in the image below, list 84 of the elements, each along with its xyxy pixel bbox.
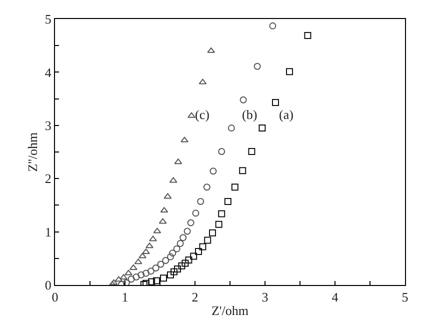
- point: [188, 112, 196, 118]
- point: [157, 260, 164, 268]
- point: [124, 270, 132, 276]
- x-axis-title: Z'/ohm: [211, 303, 249, 318]
- point: [120, 274, 128, 280]
- point: [148, 278, 156, 285]
- point: [138, 252, 146, 258]
- point: [209, 229, 216, 236]
- point: [304, 32, 312, 39]
- point: [174, 158, 182, 164]
- point: [197, 198, 204, 205]
- point: [142, 248, 150, 254]
- point: [210, 168, 217, 175]
- point: [192, 210, 200, 217]
- annotation: (a): [279, 107, 294, 122]
- point: [132, 274, 140, 281]
- y-tick-label: 3: [44, 118, 52, 133]
- x-tick-label: 1: [122, 290, 128, 305]
- point: [218, 210, 226, 218]
- point: [198, 78, 207, 84]
- point: [176, 240, 184, 247]
- point: [138, 271, 145, 278]
- point: [195, 248, 202, 255]
- point: [152, 264, 160, 272]
- point: [228, 124, 235, 132]
- point: [134, 258, 142, 264]
- point: [204, 236, 212, 244]
- x-tick-label: 2: [192, 290, 198, 305]
- point: [167, 253, 174, 260]
- y-tick-label: 1: [44, 224, 52, 240]
- point: [169, 177, 178, 183]
- point: [184, 228, 191, 235]
- point: [122, 279, 130, 285]
- point: [164, 193, 172, 199]
- point: [160, 274, 167, 282]
- x-tick-label: 3: [262, 290, 268, 305]
- point: [153, 277, 160, 284]
- point: [239, 167, 246, 174]
- point: [224, 198, 232, 205]
- point: [167, 271, 174, 278]
- point: [187, 219, 194, 226]
- annotation: (b): [242, 107, 258, 122]
- y-tick-label: 2: [44, 171, 52, 186]
- point: [169, 250, 176, 257]
- point: [231, 184, 238, 191]
- point: [258, 124, 266, 132]
- point: [215, 220, 222, 228]
- point: [286, 68, 293, 76]
- annotation: (c): [195, 107, 210, 122]
- point: [248, 148, 256, 155]
- point: [240, 96, 247, 104]
- point: [203, 184, 210, 191]
- point: [180, 234, 187, 242]
- point: [147, 268, 154, 275]
- point: [207, 47, 216, 53]
- point: [128, 276, 135, 283]
- y-tick-label: 5: [44, 12, 52, 27]
- point: [218, 148, 226, 155]
- point: [158, 218, 167, 224]
- y-axis-title: Z''/ohm: [24, 132, 40, 172]
- point: [173, 245, 180, 252]
- point: [254, 62, 261, 70]
- point: [269, 22, 276, 30]
- point: [190, 252, 198, 260]
- point: [178, 262, 186, 270]
- point: [149, 236, 157, 242]
- point: [199, 243, 206, 250]
- x-tick-label: 5: [402, 290, 408, 305]
- y-tick-label: 0: [44, 278, 52, 293]
- point: [129, 264, 138, 270]
- x-tick-label: 4: [332, 290, 339, 305]
- point: [182, 260, 189, 267]
- point: [185, 256, 192, 264]
- point: [272, 99, 279, 106]
- point: [142, 270, 150, 277]
- point: [114, 276, 123, 282]
- point: [174, 266, 181, 273]
- point: [170, 268, 178, 276]
- point: [146, 242, 154, 248]
- point: [180, 136, 188, 142]
- y-tick-label: 4: [44, 64, 52, 80]
- point: [153, 228, 162, 234]
- point: [162, 257, 170, 264]
- point: [160, 207, 168, 213]
